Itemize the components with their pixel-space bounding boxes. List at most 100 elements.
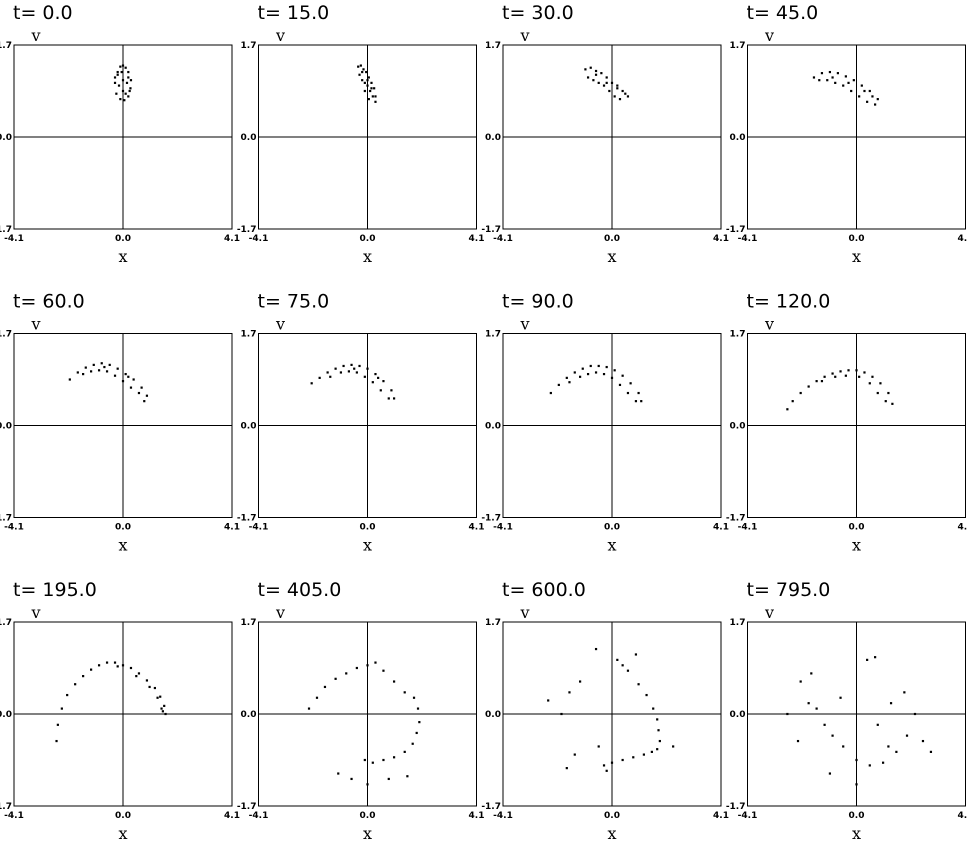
y-tick-label: -1.7 [0, 225, 12, 235]
point [76, 371, 79, 374]
x-axis-label: x [852, 824, 861, 843]
panel-title: t= 15.0 [258, 2, 330, 24]
point [616, 87, 619, 90]
point [415, 731, 418, 735]
y-tick-label: 0.0 [485, 133, 501, 143]
point [847, 81, 850, 84]
point [113, 81, 117, 84]
point [366, 84, 369, 87]
point [371, 381, 374, 384]
panel: t= 405.0 v x -4.1 0.0 4.1 -1.7 0.0 1.7 [237, 579, 485, 843]
point [844, 374, 847, 377]
point [120, 70, 123, 74]
point [366, 79, 369, 82]
y-axis-label: v [30, 315, 40, 334]
point [621, 89, 624, 93]
x-axis-label: x [607, 536, 616, 555]
point [159, 695, 162, 698]
point [860, 84, 863, 87]
point [852, 79, 855, 82]
x-tick-label: -4.1 [4, 234, 24, 244]
point [329, 375, 332, 378]
point [594, 647, 598, 651]
panel: t= 75.0 v x -4.1 0.0 4.1 -1.7 0.0 1.7 [237, 291, 485, 555]
point [891, 402, 894, 405]
x-axis-label: x [607, 824, 616, 843]
point [842, 745, 845, 748]
point [826, 79, 829, 82]
point [390, 389, 393, 392]
point [621, 374, 624, 377]
y-tick-label: 0.0 [730, 133, 746, 143]
point [97, 664, 101, 667]
x-axis-label: x [852, 247, 861, 266]
point [140, 386, 143, 389]
point [89, 370, 93, 373]
y-axis-label: v [275, 26, 285, 45]
point [823, 375, 826, 378]
x-tick-label: 0.0 [360, 234, 376, 244]
point [584, 68, 587, 71]
point [913, 712, 917, 716]
point [855, 369, 858, 372]
y-tick-label: 0.0 [0, 133, 12, 143]
y-tick-label: -1.7 [481, 225, 501, 235]
y-tick-label: -1.7 [237, 514, 257, 524]
point [137, 391, 141, 395]
y-tick-label: 1.7 [241, 330, 257, 340]
point [621, 664, 624, 667]
point [127, 70, 130, 74]
point [632, 756, 635, 759]
y-axis-label: v [275, 603, 285, 622]
panel: t= 60.0 v x -4.1 0.0 4.1 -1.7 0.0 1.7 [0, 291, 240, 555]
x-tick-label: -4.1 [738, 811, 758, 821]
x-tick-label: -4.1 [4, 811, 24, 821]
point [363, 758, 366, 762]
y-tick-label: 1.7 [730, 41, 746, 51]
point [121, 380, 125, 383]
y-tick-label: -1.7 [237, 802, 257, 812]
y-tick-label: 1.7 [485, 330, 501, 340]
point [645, 693, 648, 697]
point [362, 68, 365, 71]
point [605, 365, 608, 369]
point [836, 72, 839, 75]
point [884, 400, 887, 403]
point [119, 65, 122, 68]
point [549, 391, 552, 395]
point [810, 672, 813, 675]
point [367, 98, 370, 101]
point [315, 696, 319, 699]
point [105, 661, 109, 664]
point [113, 374, 117, 377]
point [392, 680, 396, 683]
y-axis-label: v [30, 603, 40, 622]
point [56, 723, 59, 726]
x-tick-label: 0.0 [849, 523, 865, 533]
point [863, 89, 866, 93]
point [370, 87, 373, 90]
x-tick-label: 4.1 [224, 234, 240, 244]
panel: t= 195.0 v x -4.1 0.0 4.1 -1.7 0.0 1.7 [0, 579, 240, 843]
point [828, 70, 832, 74]
point [129, 666, 133, 670]
point [610, 81, 614, 84]
point [834, 375, 837, 378]
x-tick-label: -4.1 [493, 234, 513, 244]
point [387, 777, 390, 781]
point [323, 685, 327, 689]
point [370, 81, 373, 84]
point [565, 767, 568, 770]
y-tick-label: -1.7 [481, 514, 501, 524]
point [568, 691, 571, 694]
point [597, 81, 600, 84]
y-tick-label: 1.7 [730, 618, 746, 628]
point [616, 658, 619, 661]
point [418, 721, 421, 724]
point [871, 95, 874, 98]
point [103, 365, 106, 369]
point [124, 66, 127, 69]
point [597, 364, 600, 368]
point [656, 748, 659, 751]
point [379, 389, 382, 392]
